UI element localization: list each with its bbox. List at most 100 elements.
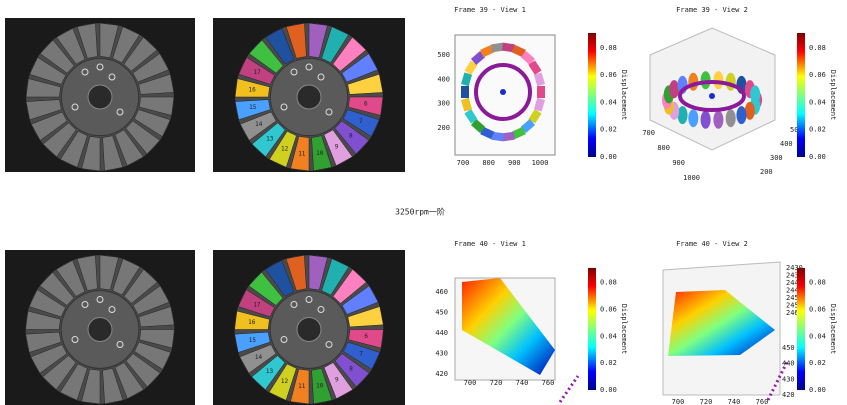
tick-label: 700	[642, 129, 655, 137]
bolt	[108, 73, 116, 81]
blade	[25, 310, 61, 330]
points	[558, 375, 580, 403]
bolt	[317, 306, 325, 313]
segment-label: 16	[248, 319, 256, 326]
tick-label: 300	[770, 154, 783, 162]
blade	[308, 254, 328, 291]
blade-mesh	[480, 44, 495, 58]
bolt	[108, 306, 116, 313]
mesh-surface	[668, 290, 775, 356]
tick-label: 400	[437, 75, 450, 83]
blade-mesh	[461, 97, 473, 112]
tick-label: 2455	[786, 302, 803, 310]
blade	[138, 73, 175, 95]
colorbar-tick: 0.02	[600, 359, 617, 367]
blade	[265, 27, 295, 65]
mesh-surface	[462, 278, 555, 375]
blade	[39, 39, 75, 74]
segment-label: 9	[335, 144, 339, 151]
center	[709, 93, 715, 99]
blade	[42, 122, 77, 158]
blade	[125, 120, 161, 155]
blade-mesh	[520, 119, 536, 133]
colorbar	[588, 33, 596, 157]
blade	[323, 129, 353, 167]
blade-mesh	[461, 72, 473, 87]
blade	[76, 254, 98, 291]
segment-label: 14	[255, 354, 263, 361]
bolt	[116, 341, 124, 348]
blade	[321, 26, 349, 64]
blade-mesh	[464, 109, 478, 124]
segment-label: 17	[253, 301, 261, 308]
blade	[99, 254, 119, 291]
colorbar-tick: 0.08	[809, 279, 826, 287]
caption: 3250rpm一阶	[395, 207, 445, 217]
blade	[334, 120, 370, 155]
colorbar-label: Displacement	[829, 70, 837, 121]
colorbar-tick: 0.08	[600, 44, 617, 52]
bolt	[116, 108, 124, 116]
bolt	[81, 301, 89, 308]
blade	[251, 122, 286, 158]
colorbar	[588, 268, 596, 390]
tick-label: 420	[435, 370, 448, 378]
blade	[132, 53, 170, 83]
blade	[133, 109, 171, 137]
segment-label: 9	[335, 377, 339, 384]
colorbar-tick: 0.08	[600, 279, 617, 287]
tick-label: 720	[700, 398, 713, 405]
blade	[123, 36, 158, 72]
blade-mesh	[501, 42, 515, 53]
colorbar-tick: 0.00	[600, 153, 617, 161]
colorbar-tick: 0.06	[809, 71, 826, 79]
blade	[28, 289, 66, 318]
tick-label: 1000	[683, 174, 700, 182]
blade	[341, 285, 379, 315]
colorbar-tick: 0.08	[809, 44, 826, 52]
blade	[285, 254, 307, 291]
blade	[123, 268, 158, 304]
bolt	[280, 336, 288, 343]
segment-label: 7	[359, 118, 363, 125]
tick-label: 440	[782, 360, 795, 368]
tick-label: 460	[435, 288, 448, 296]
ring	[474, 63, 532, 121]
blade	[311, 135, 333, 172]
segment-label: 13	[266, 368, 274, 375]
tick-label: 2430	[786, 264, 803, 272]
tick-label: 200	[437, 124, 450, 132]
tick-label: 2435	[786, 272, 803, 280]
bolt	[71, 336, 79, 343]
blade	[234, 78, 270, 98]
segment-label: 14	[255, 121, 263, 128]
colorbar-tick: 0.00	[809, 153, 826, 161]
blade	[334, 353, 370, 388]
blade	[332, 268, 367, 304]
colorbar-label: Displacement	[620, 70, 628, 121]
blade-mesh	[700, 110, 711, 129]
blade	[99, 22, 119, 58]
blade	[134, 341, 172, 370]
tick-label: 2440	[786, 279, 803, 287]
blade	[248, 271, 284, 306]
bolt	[290, 68, 298, 76]
colorbar-tick: 0.02	[809, 126, 826, 134]
blade-mesh	[713, 110, 724, 129]
tick-label: 500	[790, 126, 803, 134]
blade	[268, 363, 297, 401]
colorbar	[797, 268, 805, 390]
segment-label: 11	[298, 150, 306, 157]
tick-label: 430	[782, 375, 795, 383]
photo: 1234567891011121314151617	[213, 18, 405, 172]
segment-label: 6	[364, 333, 368, 340]
tick-label: 720	[490, 379, 503, 387]
tick-label: 400	[780, 140, 793, 148]
blade	[102, 368, 124, 405]
blade	[39, 271, 75, 306]
colorbar-tick: 0.06	[600, 71, 617, 79]
blade	[311, 368, 333, 405]
blade	[332, 36, 367, 72]
tick-label: 740	[728, 398, 741, 405]
blade	[239, 344, 277, 374]
